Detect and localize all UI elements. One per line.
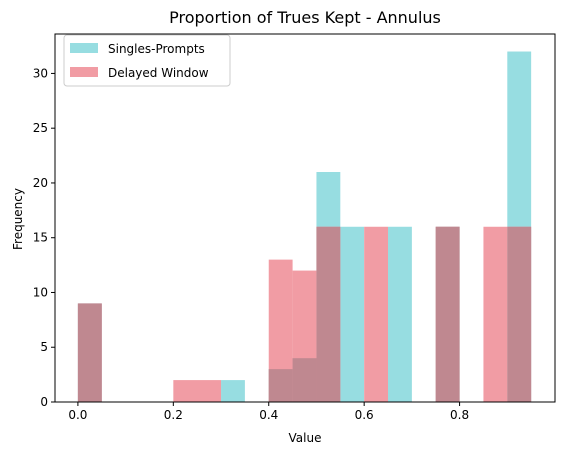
bar-overlap	[292, 358, 317, 402]
y-tick-label: 15	[33, 231, 48, 245]
bar-delayed-window	[483, 226, 508, 402]
legend-swatch-singles-prompts	[70, 43, 98, 53]
legend-label-delayed-window: Delayed Window	[108, 66, 209, 80]
y-tick-label: 0	[40, 395, 48, 409]
legend-label-singles-prompts: Singles-Prompts	[108, 42, 205, 56]
y-tick-label: 5	[40, 340, 48, 354]
legend: Singles-Prompts Delayed Window	[63, 34, 231, 87]
bar-overlap	[77, 303, 102, 402]
x-tick-label: 0.0	[68, 408, 87, 422]
bar-delayed-window	[173, 380, 222, 402]
x-tick-label: 0.8	[450, 408, 469, 422]
y-tick-label: 30	[33, 66, 48, 80]
x-tick-label: 0.2	[164, 408, 183, 422]
y-axis-ticks: 0 5 10 15 20 25 30	[33, 66, 55, 409]
x-tick-label: 0.6	[355, 408, 374, 422]
bar-singles-prompts	[340, 226, 365, 402]
x-axis-ticks: 0.0 0.2 0.4 0.6 0.8	[68, 402, 469, 422]
bar-delayed-window	[364, 226, 389, 402]
legend-box	[63, 34, 231, 87]
bar-overlap	[507, 226, 532, 402]
bar-singles-prompts	[388, 226, 412, 402]
x-tick-label: 0.4	[259, 408, 278, 422]
y-tick-label: 20	[33, 176, 48, 190]
y-tick-label: 10	[33, 285, 48, 299]
bar-overlap	[268, 369, 293, 402]
overlap-bars	[77, 226, 532, 402]
bar-overlap	[435, 226, 460, 402]
bar-overlap	[316, 226, 341, 402]
legend-swatch-delayed-window	[70, 67, 98, 77]
bar-singles-prompts	[221, 380, 245, 402]
plot-frame	[54, 33, 556, 403]
y-tick-label: 25	[33, 121, 48, 135]
bar-delayed-window	[268, 259, 293, 402]
y-axis-label: Frequency	[11, 188, 25, 250]
x-axis-label: Value	[289, 431, 322, 445]
chart-title: Proportion of Trues Kept - Annulus	[169, 8, 441, 27]
